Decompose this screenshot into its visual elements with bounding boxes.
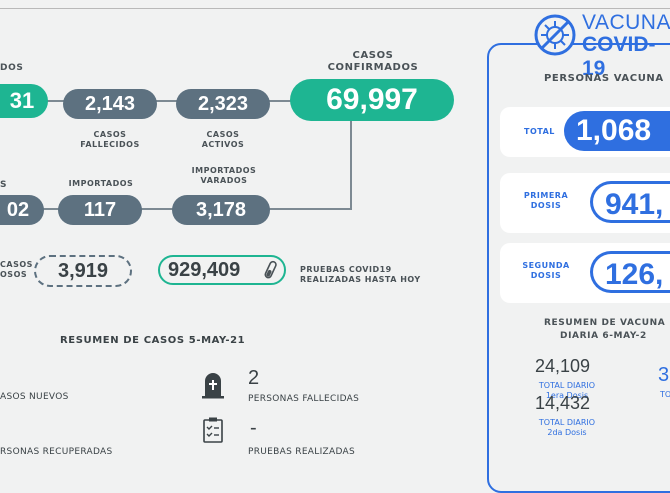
imported-stranded-label: IMPORTADOS VARADOS	[176, 166, 272, 186]
imported-stranded-pill: 3,178	[172, 195, 270, 225]
confirmed-pill: 69,997	[290, 79, 454, 121]
daily-second-label-line2: 2da Dosis	[547, 428, 587, 437]
row2-left-pill: 02	[0, 195, 44, 225]
daily-second-label-line1: TOTAL DIARIO	[538, 418, 596, 427]
imported-pill: 117	[58, 195, 142, 225]
suspicious-label: CASOS OSOS	[0, 260, 34, 280]
tests-done-label: PRUEBAS REALIZADAS	[248, 447, 355, 457]
tombstone-icon	[201, 371, 225, 403]
second-dose-label: SEGUNDA DOSIS	[518, 261, 574, 281]
imported-stranded-value: 3,178	[195, 198, 247, 221]
clipboard-icon	[202, 416, 224, 448]
second-dose-label-line2: DOSIS	[530, 271, 562, 280]
test-tube-icon	[260, 260, 280, 288]
virus-icon	[532, 12, 578, 62]
recovered-pill: 31	[0, 84, 48, 118]
daily-total-value: 3	[658, 364, 670, 386]
active-value: 2,323	[197, 92, 249, 115]
imported-stranded-label-line2: VARADOS	[200, 176, 248, 185]
row1-connector	[30, 100, 300, 102]
suspicious-label-line1: CASOS	[0, 260, 33, 269]
row2-left-value: 02	[6, 198, 30, 221]
daily-second-value: 14,432	[535, 393, 591, 413]
total-box: TOTAL 1,068	[500, 107, 670, 157]
first-dose-label-line2: DOSIS	[530, 201, 562, 210]
tests-done-value: -	[250, 417, 257, 439]
total-label: TOTAL	[524, 127, 555, 136]
imported-value: 117	[83, 198, 117, 221]
active-label: CASOS ACTIVOS	[176, 130, 270, 150]
tests-box: 929,409	[158, 255, 286, 285]
total-value: 1,068	[564, 111, 670, 151]
daily-title-line1: RESUMEN DE VACUNA	[544, 318, 666, 328]
confirmed-value: 69,997	[326, 83, 418, 116]
imported-label: IMPORTADOS	[68, 179, 134, 188]
daily-first-value: 24,109	[535, 356, 591, 376]
second-dose-label-line1: SEGUNDA	[522, 261, 570, 270]
vaccine-title-line1: VACUNA	[582, 11, 670, 34]
confirmed-label-line2: CONFIRMADOS	[327, 62, 419, 73]
daily-title-line2: DIARIA 6-MAY-2	[560, 331, 647, 341]
imported-stranded-label-line1: IMPORTADOS	[191, 166, 257, 175]
people-vaccinated-header: PERSONAS VACUNA	[544, 73, 664, 84]
suspicious-box: 3,919	[34, 255, 132, 287]
vertical-connector	[350, 121, 352, 209]
deaths-label-line2: FALLECIDOS	[80, 140, 140, 149]
first-dose-value: 941,	[590, 181, 670, 223]
second-dose-value: 126,	[590, 251, 670, 293]
suspicious-label-line2: OSOS	[0, 270, 28, 279]
suspicious-value: 3,919	[57, 259, 109, 282]
daily-first-label-line1: TOTAL DIARIO	[538, 381, 596, 390]
active-label-line2: ACTIVOS	[201, 140, 245, 149]
summary-recovered-label: RSONAS RECUPERADAS	[0, 447, 113, 457]
first-dose-label: PRIMERA DOSIS	[518, 191, 574, 211]
daily-summary-title: RESUMEN DE VACUNA DIARIA 6-MAY-2	[530, 317, 670, 343]
row2-left-label: S	[0, 180, 8, 190]
daily-total-label: TO	[660, 390, 670, 399]
confirmed-label: CASOS CONFIRMADOS	[290, 50, 456, 74]
second-dose-box: SEGUNDA DOSIS 126,	[500, 243, 670, 303]
deaths-value: 2,143	[84, 92, 136, 115]
daily-second-label: TOTAL DIARIO 2da Dosis	[532, 418, 602, 438]
active-label-line1: CASOS	[206, 130, 240, 139]
confirmed-label-line1: CASOS	[352, 50, 394, 61]
tests-value: 929,409	[168, 258, 241, 281]
dashboard-frame: DOS 31 2,143 CASOS FALLECIDOS 2,323 CASO…	[0, 8, 670, 493]
first-dose-box: PRIMERA DOSIS 941,	[500, 173, 670, 233]
recovered-label-partial: DOS	[0, 63, 24, 73]
summary-title: RESUMEN DE CASOS 5-MAY-21	[60, 335, 246, 346]
daily-first-label-line2: 1era Dosis	[545, 391, 589, 400]
recovered-value: 31	[9, 88, 35, 113]
vaccine-title-line2: COVID-19	[582, 33, 656, 80]
tests-label: PRUEBAS COVID19 REALIZADAS HASTA HOY	[300, 265, 450, 285]
deceased-label: PERSONAS FALLECIDAS	[248, 394, 360, 404]
deaths-label: CASOS FALLECIDOS	[63, 130, 157, 150]
summary-new-cases-label: ASOS NUEVOS	[0, 392, 69, 402]
deceased-value: 2	[248, 367, 260, 389]
deaths-pill: 2,143	[63, 89, 157, 119]
active-pill: 2,323	[176, 89, 270, 119]
tests-label-line2: REALIZADAS HASTA HOY	[300, 275, 421, 284]
first-dose-label-line1: PRIMERA	[523, 191, 569, 200]
deaths-label-line1: CASOS	[93, 130, 127, 139]
daily-first-label: TOTAL DIARIO 1era Dosis	[532, 381, 602, 401]
tests-label-line1: PRUEBAS COVID19	[300, 265, 392, 274]
